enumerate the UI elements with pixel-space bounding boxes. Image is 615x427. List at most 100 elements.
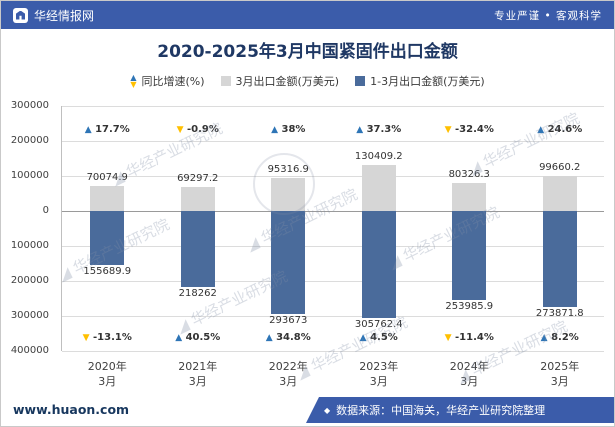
value-label-cumulative: 293673 <box>269 314 308 326</box>
bar-cumulative <box>361 211 396 319</box>
x-axis-label: 2024年 3月 <box>424 359 515 389</box>
value-label-march: 69297.2 <box>177 172 219 184</box>
bar-march <box>90 186 125 211</box>
legend-swatch-march <box>220 76 231 86</box>
bar-march <box>452 182 487 211</box>
footer: www.huaon.com ◆ 数据来源：中国海关，华经产业研究院整理 <box>1 394 614 426</box>
value-label-march: 80326.3 <box>448 168 490 180</box>
down-triangle-icon: ▼ <box>176 125 184 135</box>
x-axis-label-month: 3月 <box>460 375 479 388</box>
y-axis-tick-label: 300000 <box>10 100 49 111</box>
bar-march <box>180 186 215 211</box>
brand: 华经情报网 <box>13 7 94 24</box>
up-triangle-icon: ▲ <box>359 333 367 343</box>
up-triangle-icon: ▲ <box>175 333 183 343</box>
bar-march <box>271 177 306 211</box>
x-axis-label-year: 2023年 <box>359 360 399 373</box>
x-axis-label: 2022年 3月 <box>243 359 334 389</box>
growth-label-march: ▼ -32.4% <box>444 124 494 135</box>
data-source-text: 数据来源：中国海关，华经产业研究院整理 <box>336 404 546 417</box>
up-triangle-icon: ▲ <box>271 125 278 135</box>
house-glyph <box>16 10 25 20</box>
value-label-cumulative: 273871.8 <box>535 307 584 319</box>
x-axis-label-year: 2022年 <box>268 360 308 373</box>
growth-label-march: ▼ -0.9% <box>176 124 219 135</box>
down-triangle-icon: ▼ <box>82 333 90 343</box>
x-axis-label: 2020年 3月 <box>62 359 153 389</box>
y-axis-tick-label: 200000 <box>10 275 49 286</box>
x-axis-label-year: 2024年 <box>449 360 489 373</box>
legend: ▲ ▼ 同比增速(%) 3月出口金额(万美元) 1-3月出口金额(万美元) <box>1 73 614 89</box>
growth-label-march: ▲ 24.6% <box>537 124 583 135</box>
bar-cumulative <box>542 211 577 307</box>
value-label-cumulative: 253985.9 <box>445 300 494 312</box>
gridline <box>62 351 604 352</box>
data-source-banner: ◆ 数据来源：中国海关，华经产业研究院整理 <box>306 397 614 423</box>
gridline <box>62 211 604 212</box>
growth-label-cumulative: ▲ 40.5% <box>175 332 221 343</box>
legend-label-cumulative: 1-3月出口金额(万美元) <box>370 75 485 88</box>
gridline <box>62 281 604 282</box>
growth-label-cumulative: ▼ -13.1% <box>82 332 132 343</box>
header-bar: 华经情报网 专业严谨 • 客观科学 <box>1 1 614 29</box>
header-tagline: 专业严谨 • 客观科学 <box>494 9 602 22</box>
y-axis-tick-label: 400000 <box>10 345 49 356</box>
huaon-logo-icon <box>13 7 28 23</box>
y-axis-tick-label: 200000 <box>10 135 49 146</box>
up-triangle-icon: ▲ <box>265 333 273 343</box>
value-label-cumulative: 305762.4 <box>354 319 403 331</box>
x-axis-label-year: 2020年 <box>87 360 127 373</box>
x-axis-label-month: 3月 <box>98 375 117 388</box>
growth-label-cumulative: ▲ 8.2% <box>540 332 579 343</box>
gridline <box>62 106 604 107</box>
up-triangle-icon: ▲ <box>84 125 92 135</box>
gridline <box>62 316 604 317</box>
y-axis-tick-label: 100000 <box>10 240 49 251</box>
growth-label-cumulative: ▼ -11.4% <box>444 332 494 343</box>
legend-item-growth: ▲ ▼ 同比增速(%) <box>130 73 204 89</box>
growth-label-cumulative: ▲ 4.5% <box>359 332 398 343</box>
growth-label-march: ▲ 17.7% <box>84 124 130 135</box>
y-axis-tick-label: 300000 <box>10 310 49 321</box>
growth-label-cumulative: ▲ 34.8% <box>265 332 311 343</box>
x-axis-label-month: 3月 <box>550 375 569 388</box>
x-axis-label-month: 3月 <box>279 375 298 388</box>
bar-cumulative <box>271 211 306 314</box>
down-triangle-icon: ▼ <box>444 125 452 135</box>
x-axis-label: 2023年 3月 <box>334 359 425 389</box>
value-label-march: 95316.9 <box>267 163 309 175</box>
chart-title: 2020-2025年3月中国紧固件出口金额 <box>157 42 458 62</box>
triangle-markers-icon: ▲ ▼ <box>130 73 137 89</box>
value-label-cumulative: 155689.9 <box>83 266 132 278</box>
y-axis-labels: 300000 200000 100000 0 100000 200000 300000 400… <box>1 100 55 356</box>
bar-cumulative <box>452 211 487 300</box>
legend-item-march: 3月出口金额(万美元) <box>220 73 340 89</box>
up-triangle-icon: ▲ <box>537 125 545 135</box>
website-url[interactable]: www.huaon.com <box>13 402 130 417</box>
bar-march <box>361 165 396 211</box>
y-axis-tick-label: 0 <box>42 205 49 216</box>
gridline <box>62 141 604 142</box>
x-axis-label-month: 3月 <box>188 375 207 388</box>
x-axis-label: 2021年 3月 <box>153 359 244 389</box>
up-triangle-icon: ▲ <box>356 125 364 135</box>
value-label-march: 99660.2 <box>539 162 581 174</box>
legend-label-march: 3月出口金额(万美元) <box>235 75 340 88</box>
legend-swatch-cumulative <box>355 76 366 86</box>
up-triangle-icon: ▲ <box>540 333 548 343</box>
gridline <box>62 246 604 247</box>
bar-march <box>542 176 577 211</box>
value-label-cumulative: 218262 <box>178 288 217 300</box>
x-axis-label-year: 2021年 <box>178 360 218 373</box>
legend-label-growth: 同比增速(%) <box>141 75 205 88</box>
up-triangle-icon: ▲ <box>130 73 137 82</box>
down-triangle-icon: ▼ <box>130 80 137 89</box>
bar-cumulative <box>180 211 215 288</box>
bar-cumulative <box>90 211 125 266</box>
plot-area: 70074.9 155689.9 ▲ 17.7% ▼ -13.1% 2020年 3月 692… <box>61 106 604 388</box>
down-triangle-icon: ▼ <box>444 333 452 343</box>
gridline <box>62 176 604 177</box>
y-axis-tick-label: 100000 <box>10 170 49 181</box>
diamond-icon: ◆ <box>324 405 331 415</box>
